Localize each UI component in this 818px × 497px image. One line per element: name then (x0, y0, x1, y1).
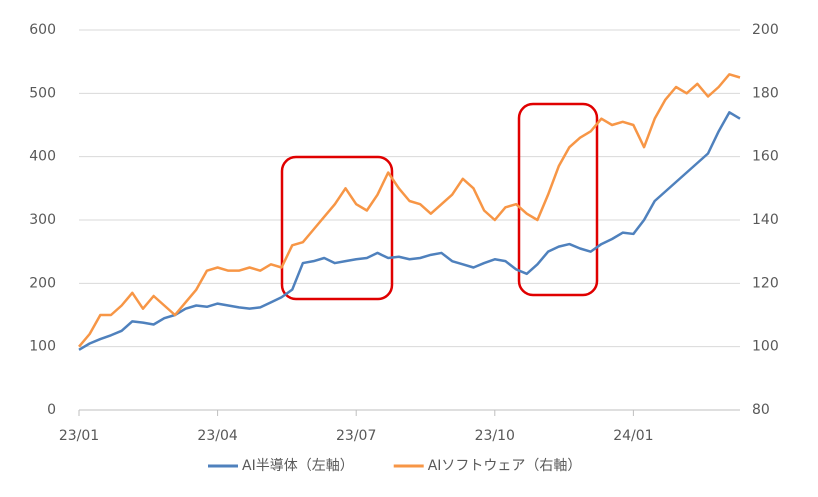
x-tick-label: 23/01 (59, 428, 99, 444)
y-tick-label: 500 (29, 85, 56, 101)
y2-tick-label: 140 (752, 212, 779, 228)
y2-tick-label: 120 (752, 275, 779, 291)
x-tick-label: 23/10 (475, 428, 515, 444)
highlight-box (517, 102, 599, 297)
y2-tick-label: 200 (752, 22, 779, 38)
y-tick-label: 0 (47, 402, 56, 418)
y2-tick-label: 160 (752, 149, 779, 165)
series-line (78, 111, 741, 351)
x-tick-label: 23/07 (336, 428, 376, 444)
y2-tick-label: 80 (752, 402, 770, 418)
x-tick-label: 23/04 (197, 428, 237, 444)
series-line (78, 73, 741, 348)
y-tick-label: 200 (29, 275, 56, 291)
grid (79, 29, 740, 411)
y-tick-label: 300 (29, 212, 56, 228)
x-tick-label: 24/01 (613, 428, 653, 444)
y-tick-label: 400 (29, 149, 56, 165)
highlight-boxes (280, 102, 599, 301)
y2-tick-label: 180 (752, 85, 779, 101)
y-tick-label: 600 (29, 22, 56, 38)
highlight-box (280, 155, 394, 301)
legend-label: AI半導体（左軸） (242, 458, 354, 474)
y-tick-label: 100 (29, 339, 56, 355)
legend-label: AIソフトウェア（右軸） (428, 458, 582, 474)
y2-tick-label: 100 (752, 339, 779, 355)
